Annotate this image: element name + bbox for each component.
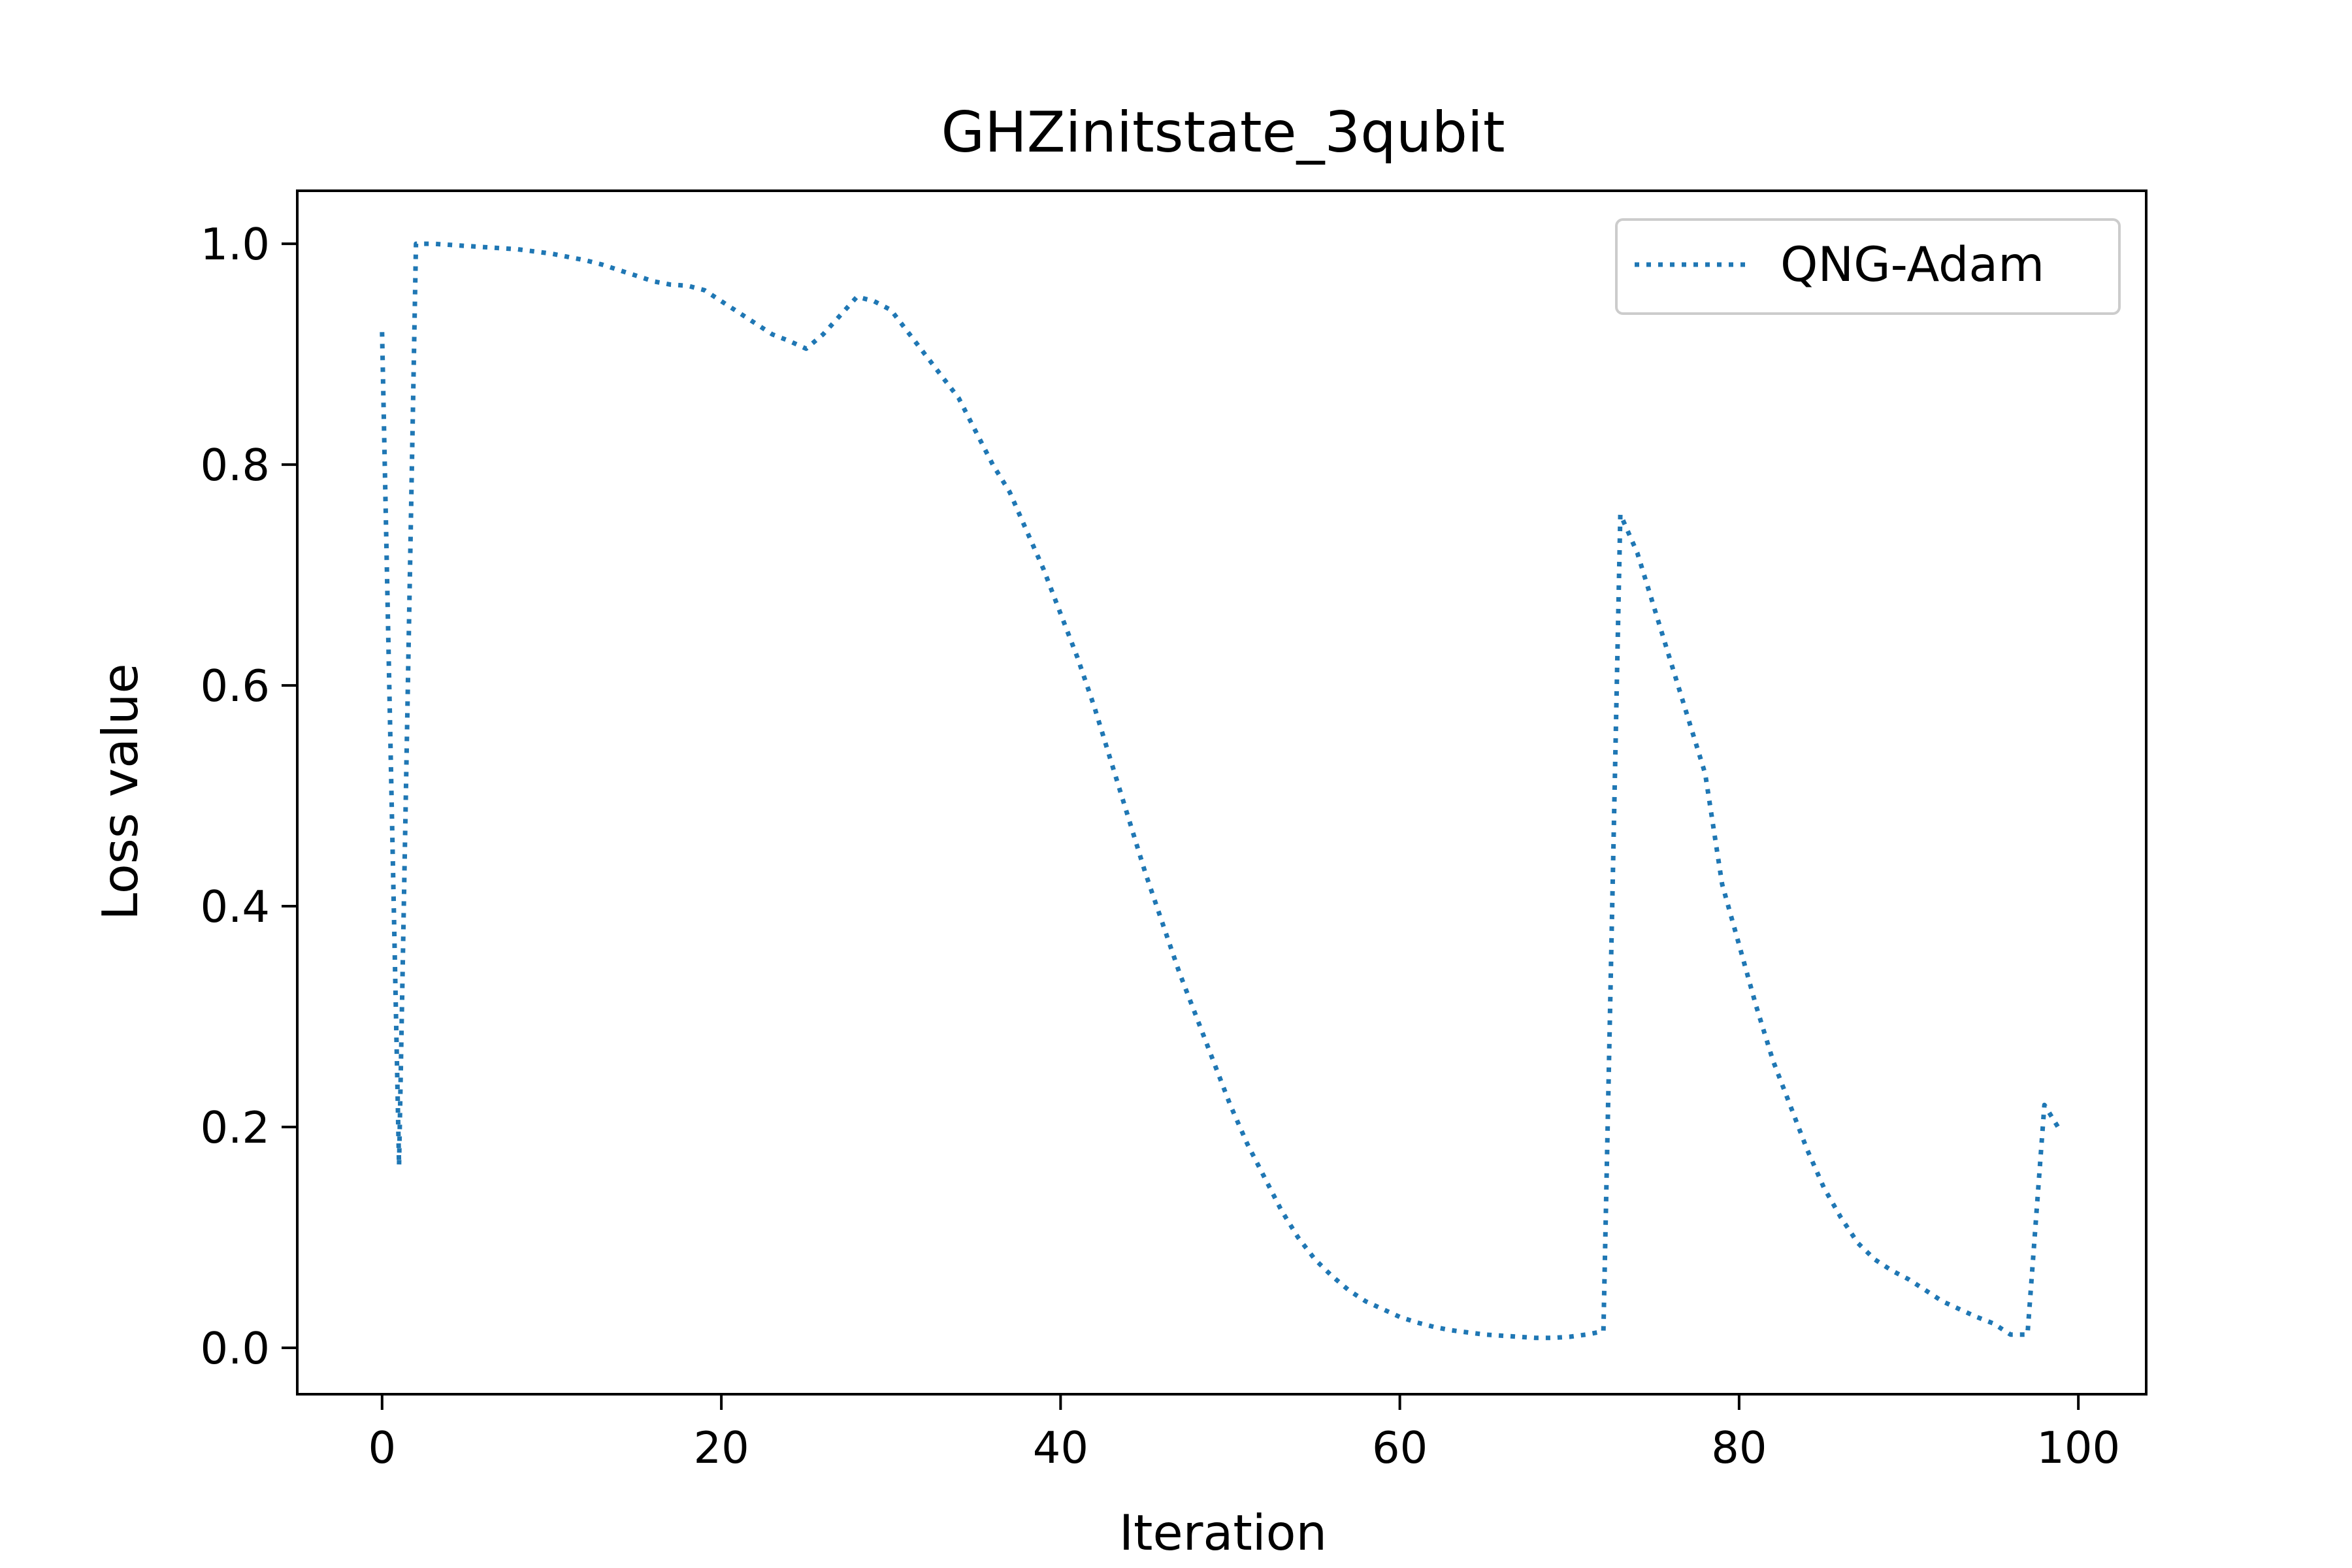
x-axis-label: Iteration: [1119, 1504, 1327, 1561]
y-axis: 0.0 0.2 0.4 0.6 0.8 1.0: [200, 219, 297, 1374]
y-tick-label: 0.6: [200, 661, 270, 711]
x-tick-label: 0: [368, 1422, 396, 1473]
x-axis: 0 20 40 60 80 100: [368, 1394, 2120, 1473]
legend: QNG-Adam: [1615, 218, 2121, 315]
y-tick-label: 0.2: [200, 1102, 270, 1153]
y-tick-label: 0.0: [200, 1323, 270, 1374]
legend-label: QNG-Adam: [1780, 237, 2044, 293]
legend-frame: [1615, 218, 2121, 315]
y-axis-label: Loss value: [91, 663, 149, 920]
x-tick-label: 40: [1033, 1422, 1088, 1473]
x-tick-label: 100: [2036, 1422, 2120, 1473]
y-tick-label: 1.0: [200, 219, 270, 270]
x-tick-label: 60: [1372, 1422, 1428, 1473]
axes-frame: [296, 189, 2148, 1396]
y-tick-label: 0.4: [200, 881, 270, 932]
y-tick-label: 0.8: [200, 440, 270, 491]
chart-title: GHZinitstate_3qubit: [941, 100, 1505, 165]
x-tick-label: 80: [1711, 1422, 1767, 1473]
x-tick-label: 20: [693, 1422, 749, 1473]
